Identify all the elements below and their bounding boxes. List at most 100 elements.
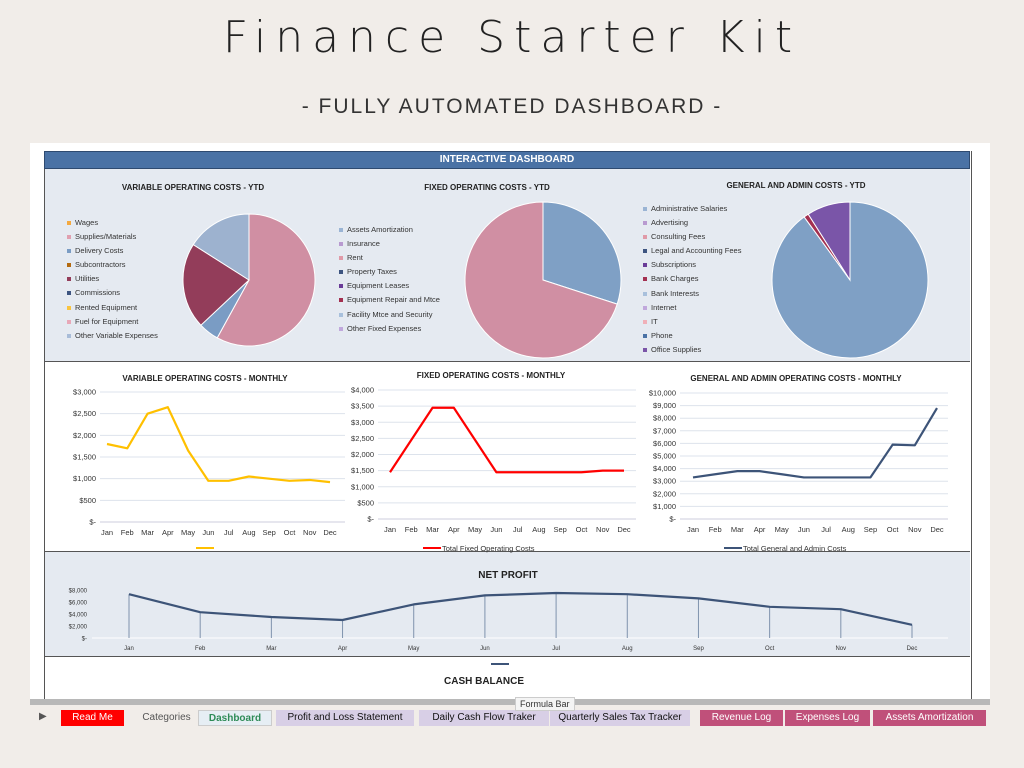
y-tick-label: $5,000 xyxy=(653,452,676,461)
dashboard-frame xyxy=(44,151,972,699)
legend-label: Commissions xyxy=(75,288,121,298)
x-tick-label: Nov xyxy=(835,646,846,652)
sheet-tab-revenue-log[interactable]: Revenue Log xyxy=(700,710,783,726)
legend-label: Advertising xyxy=(651,218,689,228)
y-tick-label: $- xyxy=(82,637,87,643)
pie-slice xyxy=(216,213,316,347)
legend-entry: IT xyxy=(643,315,741,329)
series-line xyxy=(128,591,913,626)
x-tick-label: Jul xyxy=(552,646,560,652)
y-tick-label: $1,000 xyxy=(351,482,374,491)
y-tick-label: $- xyxy=(669,515,676,524)
x-tick-label: Nov xyxy=(303,528,317,537)
net-profit-section xyxy=(45,552,970,657)
legend-entry: Internet xyxy=(643,301,741,315)
legend-swatch xyxy=(67,277,71,282)
legend-entry: Other Fixed Expenses xyxy=(339,322,440,336)
legend-swatch xyxy=(339,256,343,261)
legend-label: Subcontractors xyxy=(75,260,126,270)
sheet-tab-profit-and-loss-statement[interactable]: Profit and Loss Statement xyxy=(276,710,414,726)
legend-swatch xyxy=(67,263,71,268)
x-tick-label: Aug xyxy=(842,525,855,534)
legend-swatch xyxy=(643,305,647,310)
x-tick-label: Feb xyxy=(195,646,206,652)
y-tick-label: $4,000 xyxy=(351,386,374,395)
legend-swatch xyxy=(643,263,647,268)
legend-swatch xyxy=(339,242,343,247)
y-tick-label: $500 xyxy=(79,496,96,505)
x-tick-label: May xyxy=(468,525,482,534)
x-tick-label: Feb xyxy=(405,525,418,534)
horizontal-scrollbar[interactable] xyxy=(30,699,990,705)
legend-label: Delivery Costs xyxy=(75,246,124,256)
y-tick-label: $8,000 xyxy=(653,414,676,423)
sheet-tab-quarterly-sales-tax-tracker[interactable]: Quarterly Sales Tax Tracker xyxy=(550,710,690,726)
y-tick-label: $2,000 xyxy=(73,431,96,440)
sheet-tab-expenses-log[interactable]: Expenses Log xyxy=(785,710,870,726)
y-tick-label: $6,000 xyxy=(69,601,88,607)
legend-entry: Property Taxes xyxy=(339,265,440,279)
legend-entry: Rented Equipment xyxy=(67,301,158,315)
y-tick-label: $2,500 xyxy=(73,409,96,418)
legend-label: Other Variable Expenses xyxy=(75,330,158,340)
x-tick-label: Feb xyxy=(709,525,722,534)
y-tick-label: $3,000 xyxy=(73,388,96,397)
legend-label: Administrative Salaries xyxy=(651,204,728,213)
y-tick-label: $3,500 xyxy=(351,402,374,411)
y-tick-label: $8,000 xyxy=(69,589,88,595)
legend-label: Facility Mtce and Security xyxy=(347,309,433,319)
cash-balance-title: CASH BALANCE xyxy=(444,676,524,687)
legend-swatch xyxy=(339,312,343,317)
y-tick-label: $9,000 xyxy=(653,401,676,410)
legend-entry: Subcontractors xyxy=(67,258,158,272)
x-tick-label: Oct xyxy=(576,525,589,534)
sheet-tab-categories[interactable]: Categories xyxy=(128,710,205,726)
x-tick-label: Dec xyxy=(617,525,631,534)
y-tick-label: $1,500 xyxy=(73,453,96,462)
x-tick-label: Apr xyxy=(448,525,460,534)
pie-slice xyxy=(192,213,250,281)
y-tick-label: $4,000 xyxy=(69,613,88,619)
legend-entry: Other Variable Expenses xyxy=(67,329,158,343)
legend-label: Legal and Accounting Fees xyxy=(651,246,742,256)
x-tick-label: Aug xyxy=(532,525,545,534)
x-tick-label: Jun xyxy=(490,525,502,534)
legend-swatch xyxy=(339,298,343,303)
legend-swatch xyxy=(67,333,71,338)
x-tick-label: Nov xyxy=(596,525,610,534)
x-tick-label: Dec xyxy=(323,528,337,537)
dashboard-header: INTERACTIVE DASHBOARD xyxy=(44,151,970,169)
legend-label: Subscriptions xyxy=(651,260,697,270)
legend-swatch xyxy=(67,249,71,254)
legend-entry: Supplies/Materials xyxy=(67,230,158,244)
sheet-tab-read-me[interactable]: Read Me xyxy=(61,710,124,726)
legend-swatch xyxy=(67,221,71,226)
x-tick-label: May xyxy=(775,525,789,534)
x-tick-label: Oct xyxy=(284,528,297,537)
legend-entry: Advertising xyxy=(643,216,741,230)
legend-entry: Insurance xyxy=(339,237,440,251)
chart-title: GENERAL AND ADMIN COSTS - YTD xyxy=(726,181,865,190)
x-tick-label: Mar xyxy=(426,525,439,534)
legend-swatch xyxy=(643,291,647,296)
legend-swatch xyxy=(339,270,343,275)
series-line xyxy=(389,406,624,474)
legend-swatch xyxy=(67,305,71,310)
x-tick-label: Sep xyxy=(554,525,567,534)
legend-label: Fuel for Equipment xyxy=(75,316,139,326)
play-arrow-icon[interactable]: ▶ xyxy=(39,711,47,722)
x-tick-label: Jan xyxy=(687,525,699,534)
pie-legend: Administrative Salaries Advertising Consul… xyxy=(643,202,741,357)
sheet-tab-dashboard[interactable]: Dashboard xyxy=(198,710,272,726)
legend-entry: Delivery Costs xyxy=(67,244,158,258)
legend-swatch xyxy=(643,277,647,282)
x-tick-label: Jul xyxy=(821,525,831,534)
x-tick-label: Dec xyxy=(930,525,944,534)
legend-swatch xyxy=(339,228,343,233)
sheet-tab-daily-cash-flow-traker[interactable]: Daily Cash Flow Traker xyxy=(419,710,549,726)
legend-label: Equipment Leases xyxy=(347,281,410,291)
y-tick-label: $1,000 xyxy=(73,474,96,483)
sheet-tab-assets-amortization[interactable]: Assets Amortization xyxy=(873,710,986,726)
legend-label: IT xyxy=(651,316,658,326)
